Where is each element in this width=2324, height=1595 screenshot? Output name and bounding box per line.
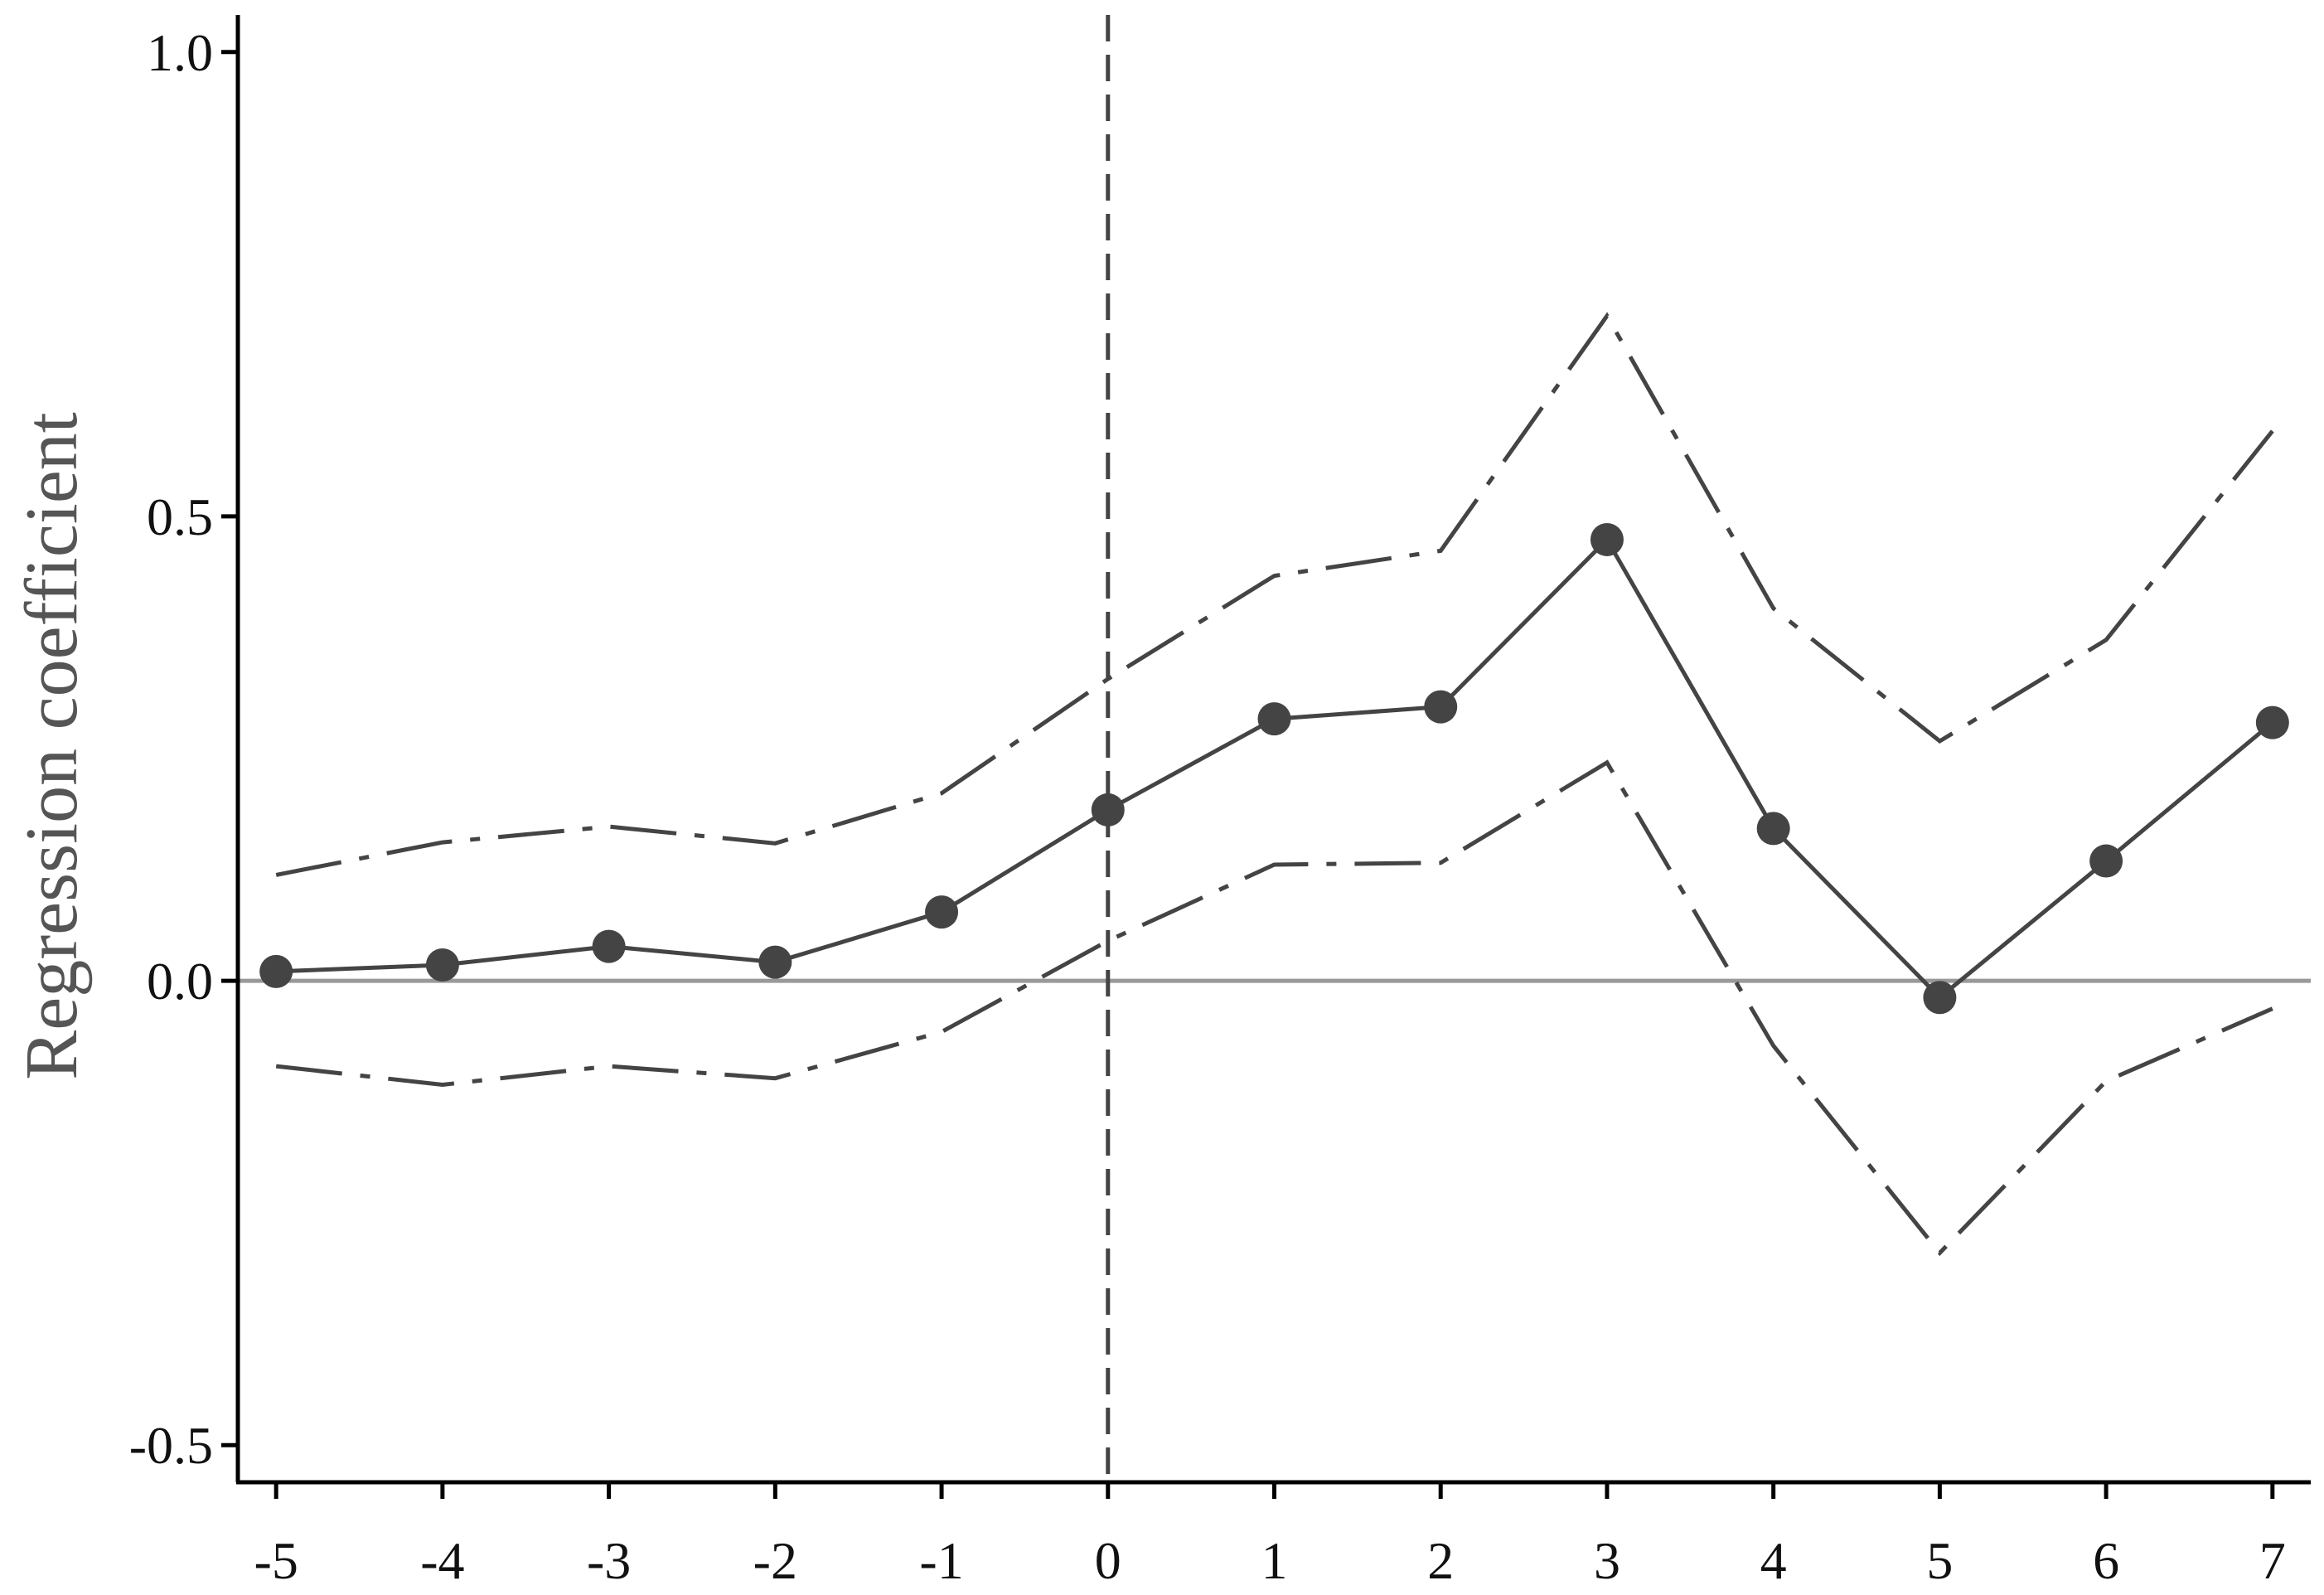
estimate-point — [1257, 702, 1291, 736]
estimate-point — [1756, 812, 1790, 846]
x-tick-label: -4 — [420, 1531, 464, 1590]
estimate-point — [2089, 844, 2123, 878]
estimate-point — [259, 954, 293, 988]
x-tick-label: 1 — [1261, 1531, 1288, 1590]
estimate-point — [925, 895, 959, 929]
y-tick-label: 0.5 — [147, 487, 213, 546]
estimate-line — [276, 536, 2274, 1001]
x-tick-label: 0 — [1095, 1531, 1121, 1590]
estimate-series-layer — [259, 522, 2289, 1015]
x-tick-label: 6 — [2093, 1531, 2119, 1590]
x-tick-label: 3 — [1594, 1531, 1620, 1590]
upper-bound-line — [275, 312, 2274, 877]
estimate-point — [1424, 690, 1458, 724]
x-tick-label: -3 — [587, 1531, 631, 1590]
confidence-bounds-layer — [275, 312, 2274, 1257]
y-tick-label: -0.5 — [129, 1416, 213, 1475]
x-tick-label: -1 — [919, 1531, 963, 1590]
estimate-point — [758, 945, 792, 979]
x-tick-label: -2 — [753, 1531, 797, 1590]
axes-layer — [221, 15, 2311, 1499]
labels-layer: 1.0 0.5 0.0 -0.5 -5 -4 -3 -2 -1 0 1 2 3 4 5 6 7 Regressio… — [11, 23, 2286, 1590]
reference-lines-layer — [238, 15, 2311, 1482]
estimate-point — [2255, 705, 2289, 739]
x-tick-label: 5 — [1926, 1531, 1953, 1590]
x-tick-label: -5 — [254, 1531, 298, 1590]
estimate-point — [1091, 793, 1125, 827]
y-axis-title: Regression coefficient — [11, 412, 93, 1080]
lower-bound-line — [275, 759, 2273, 1257]
y-tick-label: 0.0 — [147, 952, 213, 1011]
x-tick-label: 7 — [2259, 1531, 2286, 1590]
estimate-point — [1590, 522, 1624, 556]
x-tick-label: 2 — [1427, 1531, 1454, 1590]
estimate-point — [1923, 981, 1957, 1015]
estimate-point — [425, 948, 459, 982]
estimate-point — [592, 929, 626, 963]
x-tick-label: 4 — [1760, 1531, 1787, 1590]
y-tick-label: 1.0 — [147, 23, 213, 82]
